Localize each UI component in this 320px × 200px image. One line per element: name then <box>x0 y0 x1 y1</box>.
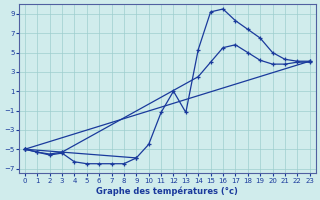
X-axis label: Graphe des températures (°c): Graphe des températures (°c) <box>96 186 238 196</box>
